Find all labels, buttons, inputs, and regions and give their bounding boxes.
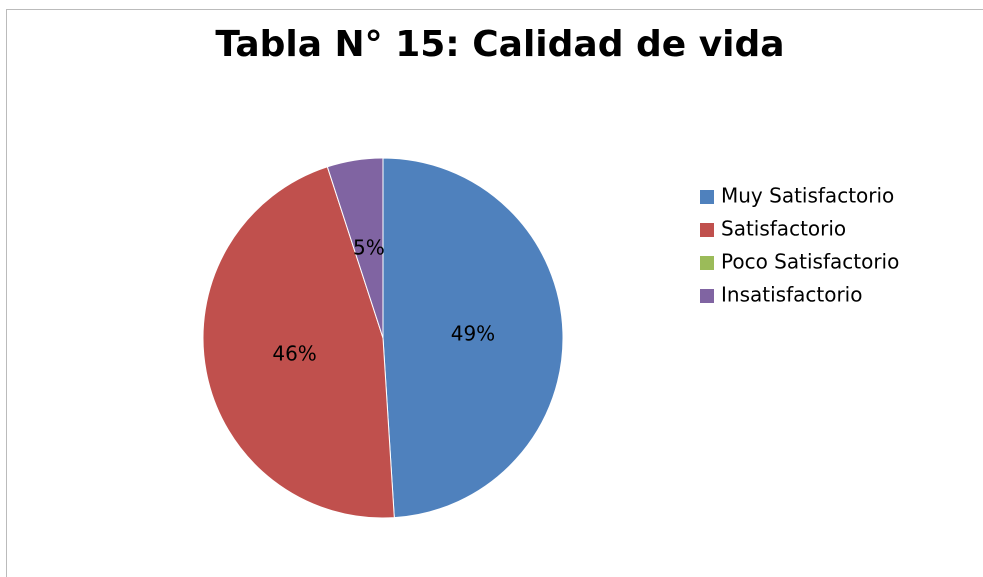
pie-slice bbox=[202, 166, 395, 519]
data-label: 46% bbox=[272, 341, 316, 365]
data-label: 5% bbox=[353, 236, 385, 260]
legend-label: Muy Satisfactorio bbox=[721, 184, 894, 208]
legend-label: Insatisfactorio bbox=[721, 283, 862, 307]
chart-title: Tabla N° 15: Calidad de vida bbox=[215, 24, 784, 65]
legend-swatch bbox=[700, 256, 714, 270]
legend-label: Poco Satisfactorio bbox=[721, 250, 899, 274]
pie-slice bbox=[382, 157, 564, 519]
legend-swatch bbox=[700, 289, 714, 303]
data-label: 49% bbox=[451, 322, 495, 346]
legend-label: Satisfactorio bbox=[721, 217, 846, 241]
legend-swatch bbox=[700, 190, 714, 204]
legend-swatch bbox=[700, 223, 714, 237]
pie-slice bbox=[326, 157, 384, 339]
